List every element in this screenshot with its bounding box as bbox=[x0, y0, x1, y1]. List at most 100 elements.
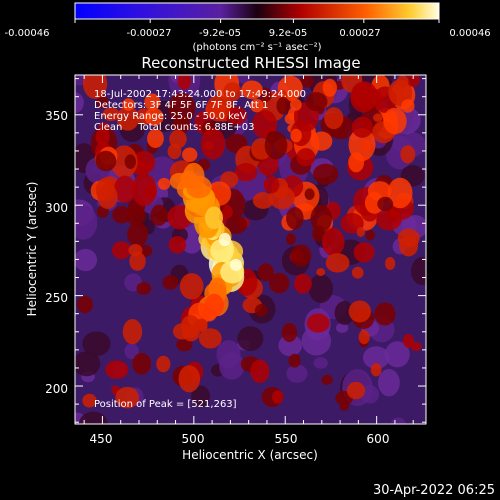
heat-blob bbox=[351, 116, 373, 138]
heat-blob bbox=[112, 206, 132, 224]
heat-blob bbox=[290, 98, 302, 111]
heat-blob bbox=[111, 241, 131, 260]
heat-blob bbox=[312, 225, 326, 242]
heat-blob bbox=[75, 248, 98, 272]
heat-blob bbox=[116, 106, 139, 131]
heat-blob bbox=[75, 205, 98, 240]
annotation-detectors: Detectors: 3F 4F 5F 6F 7F 8F, Att 1 bbox=[94, 100, 268, 111]
x-tick-label: 600 bbox=[367, 432, 390, 446]
heat-blob bbox=[250, 98, 264, 113]
heat-blob bbox=[406, 75, 420, 87]
heat-blob bbox=[316, 268, 326, 277]
x-tick-label: 550 bbox=[275, 432, 298, 446]
heat-blob bbox=[132, 352, 152, 375]
heat-blob bbox=[321, 374, 333, 386]
heat-blob bbox=[365, 229, 375, 241]
heat-blob bbox=[358, 329, 370, 345]
heat-blob bbox=[236, 75, 251, 84]
heat-blob bbox=[122, 98, 135, 111]
colorbar bbox=[74, 2, 440, 20]
heat-blob bbox=[351, 266, 364, 279]
heat-blob bbox=[356, 227, 365, 237]
heat-blob bbox=[126, 204, 146, 226]
heat-blob bbox=[281, 322, 298, 343]
heat-blob bbox=[115, 386, 140, 409]
heat-blob bbox=[324, 107, 344, 130]
heat-blob bbox=[168, 236, 187, 254]
heat-blob bbox=[206, 94, 231, 122]
heat-blob bbox=[304, 188, 315, 201]
heat-blob bbox=[278, 334, 303, 357]
x-tick-label: 450 bbox=[90, 432, 113, 446]
heat-blob bbox=[77, 295, 94, 314]
heatmap bbox=[75, 75, 426, 424]
heat-blob bbox=[310, 204, 333, 233]
heat-blob bbox=[322, 78, 337, 97]
heat-blob bbox=[306, 313, 330, 333]
heat-blob bbox=[290, 128, 302, 143]
annotation-time-range: 18-Jul-2002 17:43:24.000 to 17:49:24.000 bbox=[94, 89, 306, 100]
heat-blob bbox=[376, 209, 402, 231]
heat-blob bbox=[348, 152, 365, 173]
heat-blob bbox=[178, 365, 201, 393]
y-tick-label: 300 bbox=[45, 201, 68, 215]
heat-blob bbox=[78, 411, 108, 424]
y-tick-label: 250 bbox=[45, 291, 68, 305]
heat-blob bbox=[276, 96, 291, 115]
heat-blob bbox=[263, 176, 280, 194]
colorbar-tick-label: 0.00027 bbox=[339, 28, 380, 39]
colorbar-units: (photons cm⁻² s⁻¹ asec⁻²) bbox=[192, 42, 321, 53]
heat-blob bbox=[385, 256, 396, 270]
heat-blob bbox=[377, 196, 394, 212]
heat-blob bbox=[182, 147, 198, 162]
heat-blob bbox=[264, 131, 288, 160]
heat-blob bbox=[237, 326, 264, 351]
heat-blob bbox=[325, 253, 350, 273]
axis-ticks bbox=[75, 75, 426, 424]
heat-blob bbox=[402, 333, 414, 348]
heat-blob bbox=[177, 75, 192, 90]
heat-blob bbox=[225, 215, 248, 234]
heat-blob bbox=[286, 364, 308, 383]
heat-blob bbox=[271, 390, 284, 404]
heat-blob bbox=[167, 143, 182, 160]
heat-blob bbox=[288, 353, 301, 368]
heat-blob bbox=[384, 341, 410, 368]
heat-blob bbox=[176, 337, 193, 352]
heat-blob bbox=[218, 232, 231, 247]
heat-blob bbox=[257, 263, 274, 282]
heat-blob bbox=[144, 184, 157, 199]
chart-title: Reconstructed RHESSI Image bbox=[141, 54, 360, 72]
heat-blob bbox=[156, 355, 171, 373]
footer-date: 30-Apr-2022 06:25 bbox=[373, 483, 495, 498]
heat-blob bbox=[157, 177, 171, 190]
annotation-energy: Energy Range: 25.0 - 50.0 keV bbox=[94, 111, 247, 122]
heat-blob bbox=[269, 272, 290, 294]
heat-blob bbox=[252, 192, 274, 209]
heat-blob bbox=[183, 162, 205, 190]
heat-blob bbox=[113, 175, 136, 204]
heat-blob bbox=[82, 393, 97, 408]
heat-blob bbox=[198, 328, 222, 349]
heat-blob bbox=[321, 227, 345, 257]
heat-blob bbox=[294, 273, 312, 294]
heat-blob bbox=[95, 128, 110, 146]
y-axis-label: Heliocentric Y (arcsec) bbox=[25, 182, 39, 317]
heat-blob bbox=[374, 302, 396, 326]
heat-blob bbox=[105, 360, 129, 379]
heat-blob bbox=[387, 177, 413, 209]
heat-blob bbox=[124, 343, 139, 360]
heat-blob bbox=[82, 75, 108, 99]
heat-blob bbox=[147, 128, 164, 149]
x-axis-label: Heliocentric X (arcsec) bbox=[182, 448, 318, 462]
heat-blob bbox=[128, 243, 143, 257]
colorbar-ticks bbox=[74, 19, 440, 23]
heat-blob bbox=[144, 93, 161, 111]
heat-blob bbox=[168, 92, 196, 124]
heat-blob bbox=[225, 106, 248, 125]
heat-blob bbox=[353, 242, 375, 263]
colorbar-tick-label: -0.00027 bbox=[127, 28, 172, 39]
heat-blob bbox=[223, 82, 242, 102]
heat-blob bbox=[397, 228, 420, 248]
